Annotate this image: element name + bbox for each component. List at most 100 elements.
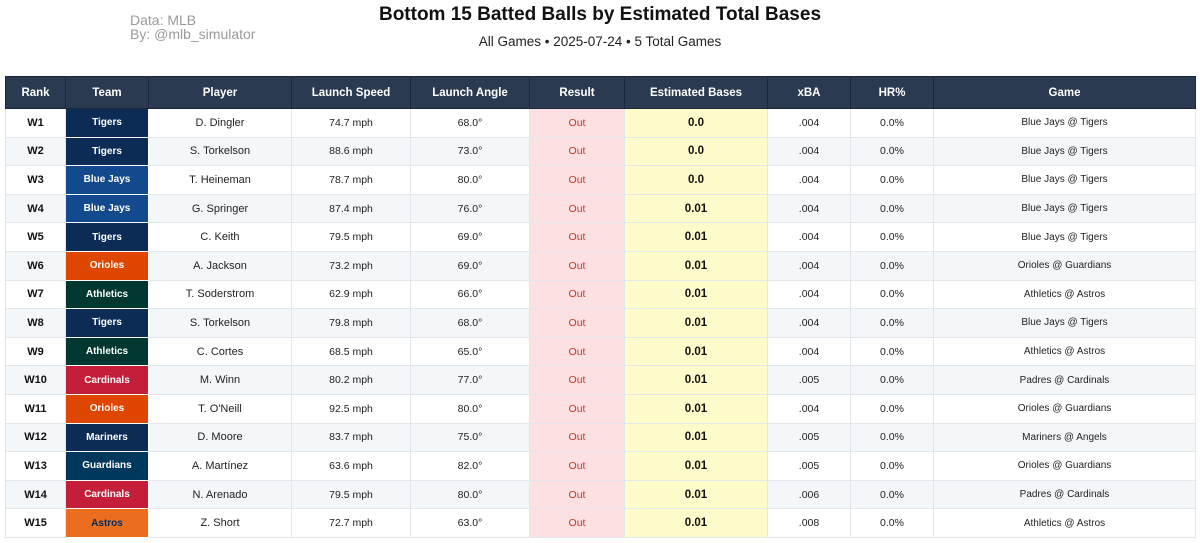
estimated-bases-cell: 0.01	[624, 393, 768, 424]
rank-cell: W8	[5, 308, 66, 338]
team-badge: Tigers	[65, 308, 149, 338]
col-header-result[interactable]: Result	[529, 76, 625, 109]
table-row[interactable]: W10 Cardinals M. Winn 80.2 mph 77.0° Out 0.01.…	[5, 365, 1196, 395]
hr-pct-cell: 0.0%	[850, 308, 934, 338]
launch-angle-cell: 69.0°	[410, 250, 530, 281]
estimated-bases-cell: 0.0	[624, 165, 768, 195]
launch-angle-cell: 73.0°	[410, 136, 530, 167]
player-cell: N. Arenado	[148, 479, 292, 510]
hr-pct-cell: 0.0%	[850, 393, 934, 424]
xba-cell: .004	[767, 108, 851, 138]
launch-speed-cell: 83.7 mph	[291, 422, 411, 453]
game-cell: Orioles @ Guardians	[933, 250, 1196, 281]
table-row[interactable]: W4 Blue Jays G. Springer 87.4 mph 76.0° Out 0.…	[5, 193, 1196, 224]
table-row[interactable]: W14 Cardinals N. Arenado 79.5 mph 80.0° Out 0.…	[5, 479, 1196, 510]
launch-angle-cell: 66.0°	[410, 279, 530, 310]
launch-speed-cell: 92.5 mph	[291, 393, 411, 424]
result-cell: Out	[529, 393, 625, 424]
xba-cell: .004	[767, 193, 851, 224]
table-row[interactable]: W5 Tigers C. Keith 79.5 mph 69.0° Out 0.01.004…	[5, 222, 1196, 252]
hr-pct-cell: 0.0%	[850, 193, 934, 224]
xba-cell: .005	[767, 365, 851, 395]
game-cell: Orioles @ Guardians	[933, 451, 1196, 481]
table-row[interactable]: W2 Tigers S. Torkelson 88.6 mph 73.0° Out 0.0.…	[5, 136, 1196, 167]
table-row[interactable]: W11 Orioles T. O'Neill 92.5 mph 80.0° Out 0.01…	[5, 393, 1196, 424]
page-title: Bottom 15 Batted Balls by Estimated Tota…	[378, 4, 822, 25]
hr-pct-cell: 0.0%	[850, 136, 934, 167]
result-cell: Out	[529, 222, 625, 252]
col-header-player[interactable]: Player	[148, 76, 292, 109]
team-badge: Tigers	[65, 222, 149, 252]
estimated-bases-cell: 0.01	[624, 279, 768, 310]
table-row[interactable]: W9 Athletics C. Cortes 68.5 mph 65.0° Out 0.01…	[5, 336, 1196, 367]
launch-angle-cell: 80.0°	[410, 479, 530, 510]
team-badge: Guardians	[65, 451, 149, 481]
hr-pct-cell: 0.0%	[850, 165, 934, 195]
team-badge: Mariners	[65, 422, 149, 453]
table-row[interactable]: W7 Athletics T. Soderstrom 62.9 mph 66.0° Out…	[5, 279, 1196, 310]
launch-speed-cell: 68.5 mph	[291, 336, 411, 367]
batted-balls-table: Rank Team Player Launch Speed Launch Ang…	[5, 76, 1196, 538]
col-header-launch-speed[interactable]: Launch Speed	[291, 76, 411, 109]
launch-speed-cell: 78.7 mph	[291, 165, 411, 195]
player-cell: Z. Short	[148, 508, 292, 538]
xba-cell: .005	[767, 451, 851, 481]
game-cell: Blue Jays @ Tigers	[933, 308, 1196, 338]
launch-speed-cell: 63.6 mph	[291, 451, 411, 481]
rank-cell: W10	[5, 365, 66, 395]
launch-angle-cell: 80.0°	[410, 165, 530, 195]
table-row[interactable]: W1 Tigers D. Dingler 74.7 mph 68.0° Out 0.0.00…	[5, 108, 1196, 138]
col-header-rank[interactable]: Rank	[5, 76, 66, 109]
result-cell: Out	[529, 508, 625, 538]
team-badge: Tigers	[65, 108, 149, 138]
xba-cell: .004	[767, 393, 851, 424]
table-row[interactable]: W3 Blue Jays T. Heineman 78.7 mph 80.0° Out 0.…	[5, 165, 1196, 195]
hr-pct-cell: 0.0%	[850, 108, 934, 138]
launch-angle-cell: 75.0°	[410, 422, 530, 453]
game-cell: Mariners @ Angels	[933, 422, 1196, 453]
launch-speed-cell: 87.4 mph	[291, 193, 411, 224]
table-row[interactable]: W15 Astros Z. Short 72.7 mph 63.0° Out 0.01.00…	[5, 508, 1196, 538]
game-cell: Athletics @ Astros	[933, 508, 1196, 538]
game-cell: Orioles @ Guardians	[933, 393, 1196, 424]
table-row[interactable]: W8 Tigers S. Torkelson 79.8 mph 68.0° Out 0.01…	[5, 308, 1196, 338]
player-cell: C. Cortes	[148, 336, 292, 367]
table-row[interactable]: W12 Mariners D. Moore 83.7 mph 75.0° Out 0.01.…	[5, 422, 1196, 453]
rank-cell: W2	[5, 136, 66, 167]
hr-pct-cell: 0.0%	[850, 279, 934, 310]
table-row[interactable]: W6 Orioles A. Jackson 73.2 mph 69.0° Out 0.01.…	[5, 250, 1196, 281]
rank-cell: W11	[5, 393, 66, 424]
author-label: By: @mlb_simulator	[130, 26, 256, 42]
xba-cell: .004	[767, 136, 851, 167]
player-cell: T. Heineman	[148, 165, 292, 195]
col-header-game[interactable]: Game	[933, 76, 1196, 109]
launch-speed-cell: 72.7 mph	[291, 508, 411, 538]
hr-pct-cell: 0.0%	[850, 451, 934, 481]
hr-pct-cell: 0.0%	[850, 250, 934, 281]
col-header-hr-pct[interactable]: HR%	[850, 76, 934, 109]
player-cell: A. Martínez	[148, 451, 292, 481]
player-cell: C. Keith	[148, 222, 292, 252]
team-badge: Blue Jays	[65, 165, 149, 195]
launch-angle-cell: 63.0°	[410, 508, 530, 538]
xba-cell: .004	[767, 336, 851, 367]
launch-angle-cell: 69.0°	[410, 222, 530, 252]
launch-speed-cell: 80.2 mph	[291, 365, 411, 395]
estimated-bases-cell: 0.01	[624, 508, 768, 538]
rank-cell: W1	[5, 108, 66, 138]
table-row[interactable]: W13 Guardians A. Martínez 63.6 mph 82.0° Out 0…	[5, 451, 1196, 481]
col-header-estimated-bases[interactable]: Estimated Bases	[624, 76, 768, 109]
hr-pct-cell: 0.0%	[850, 479, 934, 510]
team-badge: Blue Jays	[65, 193, 149, 224]
col-header-launch-angle[interactable]: Launch Angle	[410, 76, 530, 109]
header-row: Rank Team Player Launch Speed Launch Ang…	[5, 76, 1196, 109]
col-header-xba[interactable]: xBA	[767, 76, 851, 109]
player-cell: A. Jackson	[148, 250, 292, 281]
xba-cell: .004	[767, 165, 851, 195]
xba-cell: .006	[767, 479, 851, 510]
rank-cell: W7	[5, 279, 66, 310]
result-cell: Out	[529, 336, 625, 367]
table-header: Rank Team Player Launch Speed Launch Ang…	[5, 76, 1196, 109]
launch-speed-cell: 79.5 mph	[291, 222, 411, 252]
col-header-team[interactable]: Team	[65, 76, 149, 109]
